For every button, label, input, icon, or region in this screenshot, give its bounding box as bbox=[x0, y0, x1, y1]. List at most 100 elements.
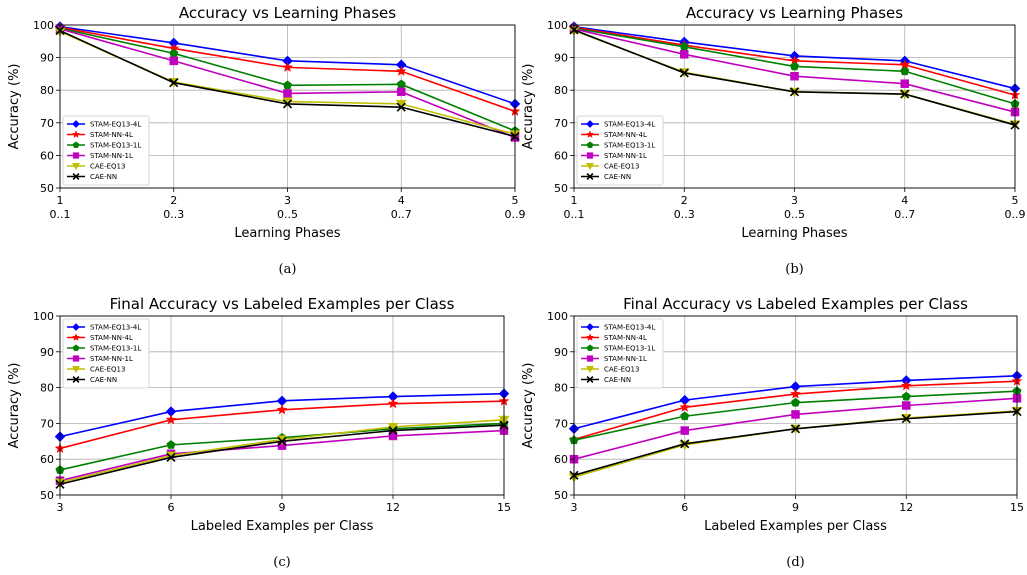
data-point-cae-nn bbox=[282, 99, 293, 109]
legend-box bbox=[576, 115, 664, 186]
legend-marker-stam-eq13-1l bbox=[72, 141, 80, 148]
legend-label-stam-nn-1l: STAM-NN-1L bbox=[604, 152, 647, 160]
legend-marker-stam-eq13-4l bbox=[586, 323, 594, 331]
data-point-stam-nn-4l bbox=[900, 380, 912, 391]
y-tick-label: 100 bbox=[33, 19, 54, 32]
legend-label-stam-eq13-1l: STAM-EQ13-1L bbox=[604, 142, 655, 150]
data-point-stam-nn-4l bbox=[395, 65, 407, 76]
x-tick-label: 3 bbox=[571, 501, 578, 514]
data-point-cae-nn bbox=[277, 436, 287, 446]
data-point-stam-eq13-1l bbox=[169, 48, 179, 58]
legend-marker-cae-nn bbox=[586, 376, 594, 383]
y-axis-label: Accuracy (%) bbox=[521, 363, 536, 449]
x-tick-label: 1 bbox=[57, 194, 64, 207]
y-tick-label: 60 bbox=[40, 453, 54, 466]
y-tick-label: 80 bbox=[40, 84, 54, 97]
y-tick-label: 50 bbox=[40, 182, 54, 195]
legend-label-cae-nn: CAE-NN bbox=[90, 173, 117, 181]
legend-label-stam-nn-4l: STAM-NN-4L bbox=[90, 334, 133, 342]
chart-title: Accuracy vs Learning Phases bbox=[686, 4, 903, 22]
legend-marker-cae-eq13 bbox=[71, 366, 81, 374]
legend-label-stam-nn-1l: STAM-NN-1L bbox=[90, 152, 133, 160]
legend-marker-cae-nn bbox=[72, 173, 80, 180]
data-point-stam-nn-4l bbox=[276, 404, 288, 415]
x-axis-label: Learning Phases bbox=[234, 226, 340, 241]
x-tick-label: 9 bbox=[279, 501, 286, 514]
y-tick-label: 60 bbox=[554, 149, 568, 162]
data-point-stam-nn-4l bbox=[679, 401, 691, 412]
x-axis-label: Labeled Examples per Class bbox=[704, 519, 887, 534]
data-point-cae-nn bbox=[166, 452, 176, 462]
data-point-stam-eq13-1l bbox=[680, 411, 690, 421]
data-point-stam-nn-1l bbox=[680, 426, 689, 435]
legend-label-stam-nn-1l: STAM-NN-1L bbox=[90, 355, 133, 363]
data-point-stam-eq13-1l bbox=[901, 391, 911, 401]
y-tick-label: 70 bbox=[40, 417, 54, 430]
chart-title: Accuracy vs Learning Phases bbox=[179, 4, 396, 22]
x-tick-label: 2 bbox=[170, 194, 177, 207]
x-tick-label: 2 bbox=[681, 194, 688, 207]
legend-marker-cae-eq13 bbox=[585, 163, 595, 171]
data-point-stam-nn-4l bbox=[790, 388, 801, 399]
legend-marker-cae-nn bbox=[72, 376, 80, 383]
x-tick-sublabel: 0..1 bbox=[50, 208, 71, 221]
x-tick-sublabel: 0..9 bbox=[505, 208, 526, 221]
y-tick-label: 50 bbox=[40, 489, 54, 502]
data-point-stam-nn-4l bbox=[165, 414, 177, 425]
y-tick-label: 80 bbox=[40, 382, 54, 395]
x-tick-sublabel: 0..7 bbox=[894, 208, 915, 221]
data-point-cae-nn bbox=[790, 424, 801, 434]
y-tick-label: 90 bbox=[40, 52, 54, 65]
data-point-stam-nn-4l bbox=[387, 397, 399, 409]
x-tick-label: 15 bbox=[497, 501, 511, 514]
legend-marker-stam-nn-1l bbox=[72, 152, 80, 159]
legend-marker-stam-nn-4l bbox=[71, 130, 81, 138]
x-tick-label: 1 bbox=[571, 194, 578, 207]
y-tick-label: 90 bbox=[40, 346, 54, 359]
legend-marker-cae-eq13 bbox=[585, 366, 595, 374]
data-point-cae-nn bbox=[789, 87, 800, 97]
data-point-stam-eq13-1l bbox=[790, 397, 801, 407]
data-point-stam-nn-1l bbox=[902, 401, 911, 410]
data-point-stam-eq13-1l bbox=[282, 80, 293, 90]
data-point-cae-nn bbox=[388, 425, 398, 436]
legend-label-stam-nn-1l: STAM-NN-1L bbox=[604, 355, 647, 363]
x-tick-sublabel: 0..1 bbox=[564, 208, 585, 221]
x-tick-label: 4 bbox=[901, 194, 908, 207]
legend-label-cae-eq13: CAE-EQ13 bbox=[604, 163, 639, 171]
data-point-stam-eq13-1l bbox=[789, 61, 800, 71]
panel-caption: (d) bbox=[786, 555, 804, 570]
panel-c: 50 60 70 80 90 100 3 6 9 12 15 Final Accuracy vs La… bbox=[7, 295, 511, 570]
legend-label-stam-eq13-1l: STAM-EQ13-1L bbox=[90, 142, 141, 150]
x-tick-label: 15 bbox=[1010, 501, 1024, 514]
legend-marker-stam-nn-1l bbox=[586, 152, 594, 159]
x-tick-label: 5 bbox=[512, 194, 519, 207]
x-axis-label: Labeled Examples per Class bbox=[191, 519, 374, 534]
legend-marker-stam-nn-4l bbox=[71, 333, 81, 341]
legend: STAM-EQ13-4L STAM-NN-4L STAM-EQ13-1L STAM-N… bbox=[576, 318, 664, 389]
x-tick-label: 6 bbox=[681, 501, 688, 514]
legend-marker-stam-nn-1l bbox=[72, 355, 80, 362]
legend-label-stam-eq13-1l: STAM-EQ13-1L bbox=[90, 345, 141, 353]
legend-marker-stam-eq13-1l bbox=[586, 344, 594, 351]
y-tick-label: 60 bbox=[554, 453, 568, 466]
legend-box bbox=[62, 115, 150, 186]
legend-marker-stam-eq13-4l bbox=[72, 323, 80, 331]
x-tick-sublabel: 0..9 bbox=[1005, 208, 1026, 221]
chart-title: Final Accuracy vs Labeled Examples per C… bbox=[623, 295, 968, 313]
y-tick-label: 80 bbox=[554, 382, 568, 395]
y-tick-label: 70 bbox=[554, 117, 568, 130]
x-tick-label: 3 bbox=[284, 194, 291, 207]
legend-label-cae-nn: CAE-NN bbox=[604, 376, 631, 384]
x-tick-sublabel: 0..7 bbox=[391, 208, 412, 221]
data-point-cae-nn bbox=[396, 102, 406, 112]
data-point-stam-nn-1l bbox=[283, 89, 292, 98]
y-tick-label: 60 bbox=[40, 149, 54, 162]
y-tick-label: 90 bbox=[554, 346, 568, 359]
legend: STAM-EQ13-4L STAM-NN-4L STAM-EQ13-1L STAM-N… bbox=[576, 115, 664, 186]
y-tick-label: 100 bbox=[547, 310, 568, 323]
legend-label-stam-nn-4l: STAM-NN-4L bbox=[90, 131, 133, 139]
data-point-cae-nn bbox=[169, 78, 179, 88]
data-point-stam-nn-1l bbox=[790, 71, 799, 81]
